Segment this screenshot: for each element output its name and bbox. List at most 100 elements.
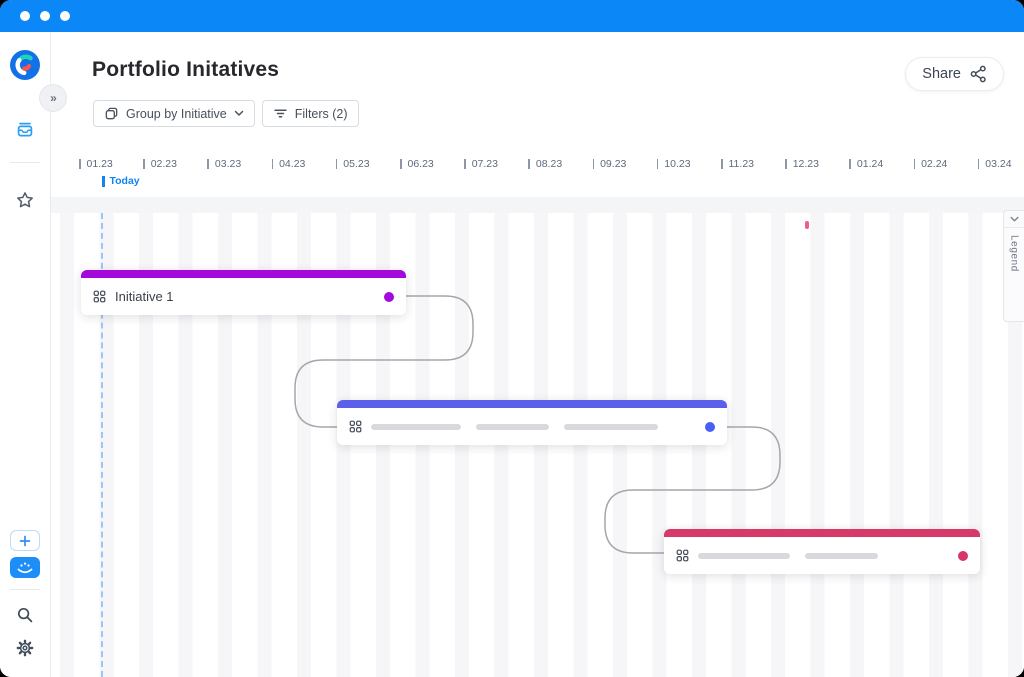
gantt-card-initiative-1[interactable]: Initiative 1 — [81, 270, 406, 315]
card-title: Initiative 1 — [115, 289, 174, 304]
tick-label: 02.23 — [150, 158, 177, 170]
milestone-marker[interactable] — [805, 221, 809, 229]
add-button[interactable] — [10, 530, 40, 551]
window-control-dot[interactable] — [60, 11, 70, 21]
tick-label: 03.24 — [985, 158, 1012, 170]
sidebar-collapse-button[interactable]: » — [39, 84, 67, 112]
legend-label: Legend — [1008, 235, 1020, 272]
filters-button[interactable]: Filters (2) — [261, 100, 359, 127]
app-logo[interactable] — [10, 50, 40, 80]
tick-mark — [464, 159, 466, 169]
star-icon[interactable] — [16, 191, 34, 209]
tick-mark — [785, 159, 787, 169]
dependency-handle[interactable] — [958, 550, 968, 561]
search-icon[interactable] — [16, 606, 34, 624]
card-color-bar — [337, 400, 727, 408]
skeleton-text — [476, 423, 549, 430]
timeline-month-tick: 03.24 — [977, 158, 1012, 170]
tick-label: 05.23 — [343, 158, 370, 170]
tick-label: 09.23 — [600, 158, 627, 170]
filter-icon — [274, 109, 287, 118]
tick-label: 12.23 — [792, 158, 819, 170]
tick-mark — [528, 159, 530, 169]
gantt-card-2[interactable] — [337, 400, 727, 445]
tick-label: 04.23 — [279, 158, 306, 170]
skeleton-text — [564, 423, 658, 430]
timeline-month-tick: 06.23 — [400, 158, 434, 170]
tick-mark — [656, 159, 659, 169]
timeline-month-tick: 02.24 — [913, 158, 948, 170]
tick-mark — [207, 159, 209, 169]
sidebar: » — [0, 32, 67, 677]
window-control-dot[interactable] — [20, 11, 30, 21]
timeline-month-tick: 12.23 — [785, 158, 819, 170]
chevron-down-icon — [234, 110, 243, 116]
card-color-bar — [81, 270, 406, 278]
tick-mark — [400, 159, 402, 169]
tick-label: 08.23 — [535, 158, 563, 170]
timeline-month-tick: 11.23 — [721, 158, 754, 170]
timeline-month-tick: 03.23 — [207, 158, 241, 170]
dependency-handle[interactable] — [384, 291, 394, 302]
tick-mark — [335, 159, 338, 169]
group-by-button[interactable]: Group by Initiative — [93, 100, 255, 127]
page-title: Portfolio Initatives — [92, 58, 280, 81]
timeline-month-tick: 07.23 — [464, 158, 498, 170]
share-icon — [970, 65, 986, 83]
gantt-canvas: Initiative 1 — [51, 197, 1024, 677]
tick-label: 11.23 — [728, 158, 755, 170]
share-button[interactable]: Share — [905, 57, 1004, 91]
dependency-handle[interactable] — [705, 421, 715, 432]
share-button-label: Share — [922, 66, 961, 82]
skeleton-text — [371, 423, 461, 430]
today-tick — [102, 175, 105, 187]
group-by-label: Group by Initiative — [126, 106, 227, 121]
tick-label: 01.24 — [856, 158, 884, 170]
grid-icon — [93, 290, 106, 303]
skeleton-text — [805, 552, 878, 559]
grid-icon — [349, 420, 362, 433]
tick-label: 01.23 — [86, 158, 113, 170]
timeline-month-tick: 10.23 — [656, 158, 691, 170]
tick-label: 10.23 — [664, 158, 691, 170]
main-area: Portfolio Initatives Share — [51, 32, 1024, 677]
tick-label: 02.24 — [921, 158, 948, 170]
timeline-month-tick: 04.23 — [271, 158, 306, 170]
timeline-month-tick: 02.23 — [143, 158, 177, 170]
group-icon — [105, 107, 118, 120]
canvas-top-band — [51, 197, 1024, 213]
tick-label: 06.23 — [407, 158, 434, 170]
gear-icon[interactable] — [16, 639, 34, 657]
card-color-bar — [664, 529, 980, 537]
skeleton-text — [698, 552, 790, 559]
tick-mark — [849, 159, 851, 169]
filters-label: Filters (2) — [294, 106, 348, 121]
timeline-month-tick: 01.23 — [79, 158, 113, 170]
timeline-month-tick: 08.23 — [528, 158, 562, 170]
timeline-month-tick: 01.24 — [849, 158, 883, 170]
toolbar: Group by Initiative Filters (2) — [93, 100, 359, 127]
window-control-dot[interactable] — [40, 11, 50, 21]
plus-icon — [19, 535, 31, 546]
tick-mark — [143, 159, 145, 169]
window-titlebar — [0, 0, 1024, 32]
tick-mark — [79, 159, 81, 169]
grid-icon — [676, 549, 689, 562]
connector-initiative1-to-card2 — [294, 295, 474, 428]
chevron-down-icon — [1010, 216, 1018, 222]
tick-mark — [977, 159, 980, 169]
apps-button[interactable] — [10, 557, 40, 578]
today-line — [101, 213, 103, 677]
apps-icon — [17, 562, 33, 573]
timeline-month-tick: 05.23 — [335, 158, 370, 170]
gantt-card-3[interactable] — [664, 529, 980, 574]
tick-label: 03.23 — [214, 158, 242, 170]
sidebar-divider — [10, 162, 40, 163]
tick-mark — [592, 159, 595, 169]
tick-mark — [721, 159, 723, 169]
tick-mark — [913, 159, 916, 169]
inbox-icon[interactable] — [16, 121, 34, 139]
legend-tab[interactable]: Legend — [1003, 210, 1024, 322]
connector-card2-to-card3 — [604, 426, 781, 554]
today-marker: Today — [102, 175, 140, 187]
